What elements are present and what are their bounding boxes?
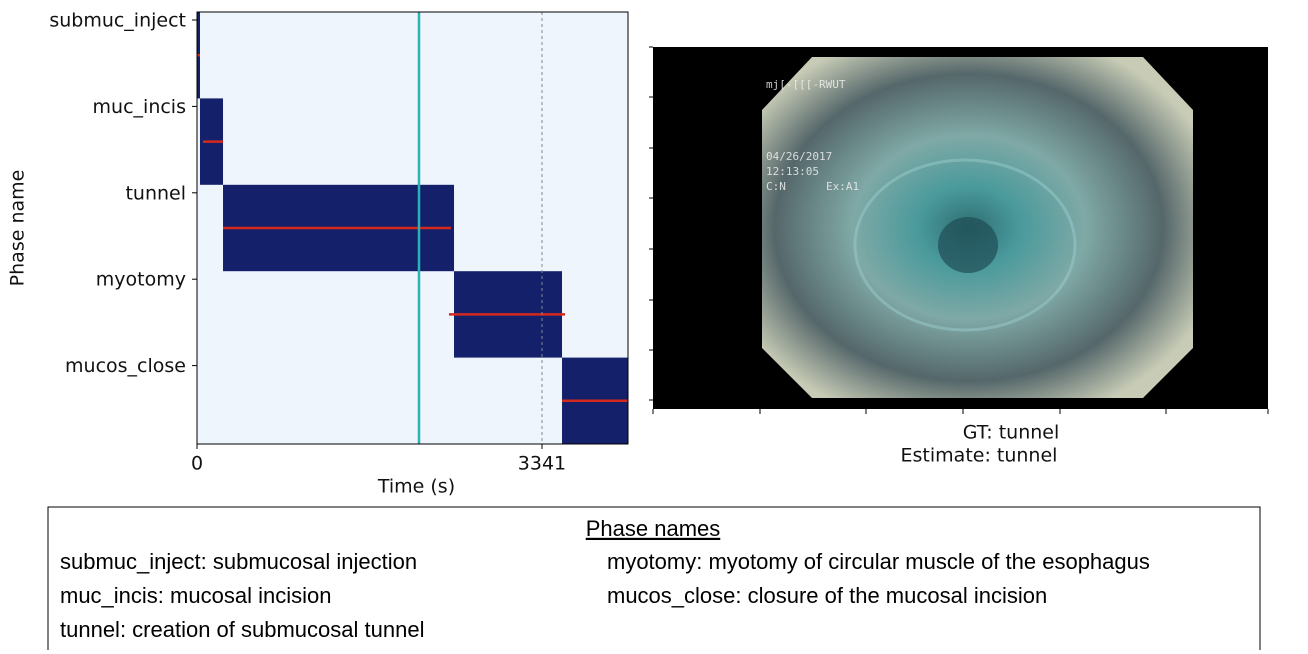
video-overlay: 04/26/2017 [766,150,832,163]
y-tick-label: tunnel [125,182,186,204]
video-overlay: 12:13:05 [766,165,819,178]
video-overlay: Ex:A1 [826,180,859,193]
legend-entry: submuc_inject: submucosal injection [60,549,417,574]
legend-entry: myotomy: myotomy of circular muscle of t… [607,549,1150,574]
y-tick-label: submuc_inject [49,10,186,32]
video-overlay: C:N [766,180,786,193]
y-tick-label: mucos_close [65,355,186,377]
figure: 0 3341 submuc_inject muc_incistunnel myotomy… [0,0,1308,650]
gt-text: GT: tunnel [963,422,1060,444]
x-axis-title: Time (s) [377,476,455,498]
y-axis-title: Phase name [7,170,29,287]
legend-title: Phase names [586,516,721,541]
legend-entry: tunnel: creation of submucosal tunnel [60,617,424,642]
y-tick-label: muc_incis [93,96,186,118]
x-tick-label: 3341 [518,453,566,475]
page: 0 3341 submuc_inject muc_incistunnel myotomy… [0,0,1308,650]
y-tick-label: myotomy [96,269,186,291]
x-tick-label: 0 [191,453,203,475]
video-overlay: mj[-[[[-RWUT [766,78,846,91]
legend-entry: muc_incis: mucosal incision [60,583,331,608]
legend-entry: mucos_close: closure of the mucosal inci… [607,583,1047,608]
estimate-text: Estimate: tunnel [901,445,1058,467]
lumen-center [938,217,998,273]
